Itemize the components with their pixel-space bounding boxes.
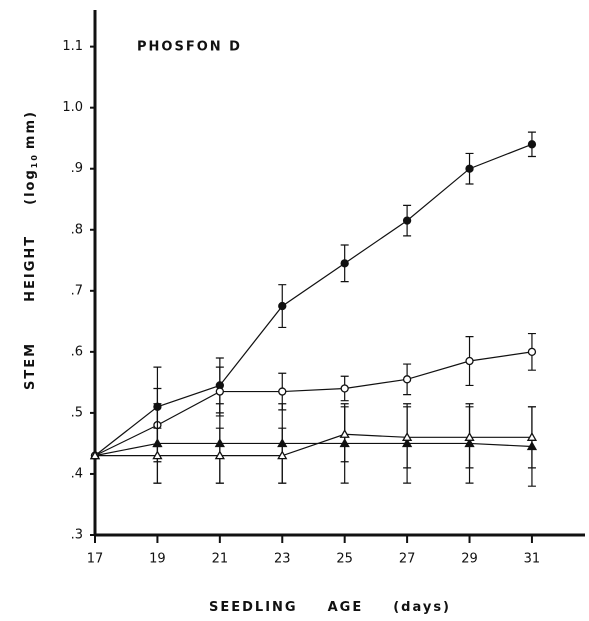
data-point <box>527 140 537 149</box>
y-label-part: 10 <box>30 153 39 168</box>
data-point <box>402 216 412 225</box>
data-point <box>526 432 538 441</box>
y-label-part: HEIGHT <box>23 235 38 302</box>
data-point <box>278 387 287 396</box>
y-label-part: mm) <box>23 110 38 149</box>
series-line <box>94 143 533 457</box>
data-point <box>340 384 349 393</box>
data-point <box>527 347 537 357</box>
y-tick-label: .8 <box>71 222 83 237</box>
data-point <box>465 164 474 173</box>
data-point <box>339 428 350 438</box>
data-point <box>464 432 475 441</box>
data-point <box>340 259 349 268</box>
x-tick-label: 27 <box>399 552 416 567</box>
x-tick-label: 31 <box>524 552 541 567</box>
series-line <box>95 433 532 457</box>
y-tick-label: 1.0 <box>62 100 83 115</box>
x-tick-label: 25 <box>336 552 353 567</box>
x-tick-label: 19 <box>149 552 166 567</box>
data-point <box>465 356 474 366</box>
x-tick-label: 17 <box>87 552 104 567</box>
series-line <box>94 351 533 457</box>
y-tick-label: .5 <box>71 405 83 420</box>
data-point <box>215 387 224 396</box>
y-label-part: STEM <box>23 342 38 390</box>
x-label-part: (days) <box>393 600 451 615</box>
x-tick-label: 21 <box>212 552 229 567</box>
x-label-part: SEEDLING <box>209 600 298 615</box>
y-axis-label: STEM HEIGHT (log10 mm) <box>23 110 39 390</box>
y-tick-label: 1.1 <box>62 39 83 54</box>
data-point <box>214 450 225 460</box>
data-point <box>277 450 288 460</box>
data-point <box>152 450 163 460</box>
data-point <box>278 301 287 311</box>
chart-title: PHOSFON D <box>137 40 242 55</box>
y-tick-label: .7 <box>71 283 83 298</box>
y-tick-label: .4 <box>71 466 83 481</box>
data-point <box>402 375 412 384</box>
data-point <box>401 432 413 441</box>
x-tick-label: 29 <box>461 552 478 567</box>
x-label-part: AGE <box>328 600 364 615</box>
x-tick-label: 23 <box>274 552 291 567</box>
x-axis-label: SEEDLING AGE (days) <box>209 600 451 615</box>
y-tick-label: .9 <box>71 161 83 176</box>
y-tick-label: .3 <box>71 528 83 543</box>
series-line <box>94 442 532 457</box>
y-tick-label: .6 <box>71 344 83 359</box>
y-label-part: (log <box>23 168 38 205</box>
data-point <box>89 450 101 460</box>
